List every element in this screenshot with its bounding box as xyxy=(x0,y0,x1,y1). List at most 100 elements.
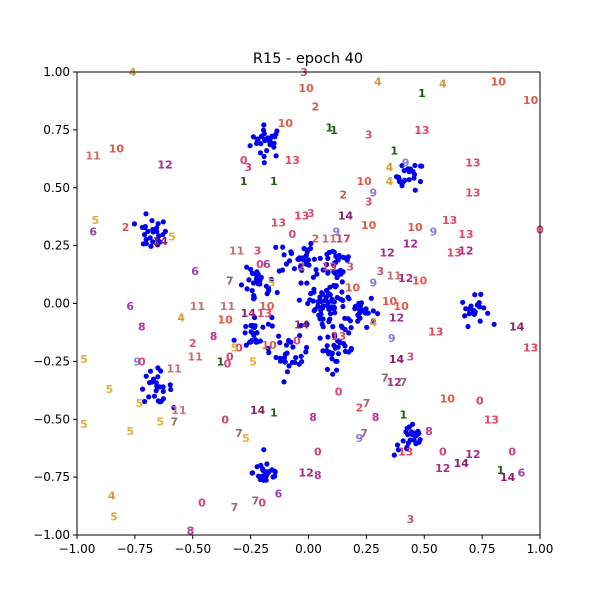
data-point xyxy=(334,367,340,373)
point-label: 1 xyxy=(400,409,408,422)
data-point xyxy=(153,388,159,394)
point-label: 0 xyxy=(198,497,206,510)
point-label: 5 xyxy=(156,416,164,429)
data-point xyxy=(368,295,374,301)
data-point xyxy=(332,260,338,266)
data-point xyxy=(147,380,153,386)
data-point xyxy=(417,178,424,185)
point-label: 11 xyxy=(220,300,235,313)
data-point xyxy=(286,258,293,264)
point-label: 9 xyxy=(402,156,410,169)
point-label: 11 xyxy=(322,233,337,246)
point-label: 3 xyxy=(244,161,252,174)
data-point xyxy=(346,296,352,302)
point-label: 13 xyxy=(458,228,473,241)
data-point xyxy=(261,160,267,166)
point-label: 13 xyxy=(465,156,480,169)
data-point xyxy=(375,311,381,317)
point-label: 12 xyxy=(458,244,473,257)
data-point xyxy=(269,323,275,329)
point-label: 11 xyxy=(190,300,205,313)
point-label: 14 xyxy=(454,457,470,470)
point-label: 0 xyxy=(293,335,301,348)
data-point xyxy=(331,304,337,310)
data-point xyxy=(261,473,267,479)
data-point xyxy=(273,153,279,159)
point-label: 2 xyxy=(122,221,130,234)
data-point xyxy=(317,335,323,341)
point-label: 10 xyxy=(299,82,315,95)
data-point xyxy=(248,266,254,272)
cluster-c5 xyxy=(273,240,317,274)
point-label: 12 xyxy=(380,247,395,260)
data-point xyxy=(249,288,255,294)
data-point xyxy=(471,308,477,314)
data-point xyxy=(280,244,286,250)
data-point xyxy=(334,274,340,281)
data-point xyxy=(260,324,266,330)
data-point xyxy=(248,322,254,329)
point-label: 5 xyxy=(249,355,257,368)
point-label: 3 xyxy=(346,261,354,274)
data-point xyxy=(339,279,345,285)
point-label: 13 xyxy=(465,186,480,199)
point-label: 8 xyxy=(210,330,218,343)
point-label: 1 xyxy=(217,355,225,368)
data-point xyxy=(318,311,324,317)
point-label: 7 xyxy=(231,501,239,514)
data-point xyxy=(258,141,264,147)
point-label: 13 xyxy=(414,124,429,137)
point-label: 9 xyxy=(369,186,377,199)
data-point xyxy=(314,271,320,277)
point-label: 17 xyxy=(336,233,351,246)
data-point xyxy=(348,345,354,352)
data-point xyxy=(283,342,290,348)
data-point xyxy=(243,342,249,348)
point-label: 2 xyxy=(298,261,306,274)
point-label: 4 xyxy=(369,316,377,329)
data-point xyxy=(264,461,270,467)
y-tick-label: 0.75 xyxy=(43,123,70,137)
point-label: 1 xyxy=(418,87,426,100)
point-label: 1 xyxy=(240,175,248,188)
data-point xyxy=(148,243,154,249)
point-label: 12 xyxy=(398,272,413,285)
point-label: 3 xyxy=(365,129,373,142)
data-point xyxy=(282,351,288,357)
data-point xyxy=(324,343,330,349)
data-point xyxy=(296,361,302,367)
point-label: 13 xyxy=(398,446,413,459)
data-point xyxy=(399,163,405,169)
data-point xyxy=(251,295,257,301)
y-tick-label: 0.50 xyxy=(43,181,70,195)
data-point xyxy=(355,318,361,324)
point-label: 14 xyxy=(500,471,516,484)
data-point xyxy=(157,399,163,405)
point-label: 4 xyxy=(177,311,185,324)
data-point xyxy=(263,477,269,483)
data-point xyxy=(145,228,151,234)
point-label: 7 xyxy=(360,427,368,440)
point-label: 5 xyxy=(168,230,176,243)
point-label: 7 xyxy=(400,376,408,389)
point-label: 4 xyxy=(108,490,116,503)
point-label: 10 xyxy=(440,392,456,405)
point-label: 13 xyxy=(447,247,462,260)
cluster-c3 xyxy=(131,211,168,249)
y-tick-label: −1.00 xyxy=(33,528,70,542)
data-point xyxy=(332,270,338,276)
point-label: 3 xyxy=(254,244,262,257)
data-point xyxy=(411,437,417,443)
data-point xyxy=(279,267,285,273)
point-label: 4 xyxy=(374,75,382,88)
point-label: 6 xyxy=(126,300,134,313)
point-label: 3 xyxy=(376,265,384,278)
data-point xyxy=(143,373,149,379)
data-point xyxy=(243,323,249,330)
point-label: 14 xyxy=(153,235,169,248)
point-label: 1 xyxy=(270,406,278,419)
point-label: 0 xyxy=(335,386,343,399)
cluster-c2 xyxy=(393,162,425,193)
data-point xyxy=(266,349,272,356)
